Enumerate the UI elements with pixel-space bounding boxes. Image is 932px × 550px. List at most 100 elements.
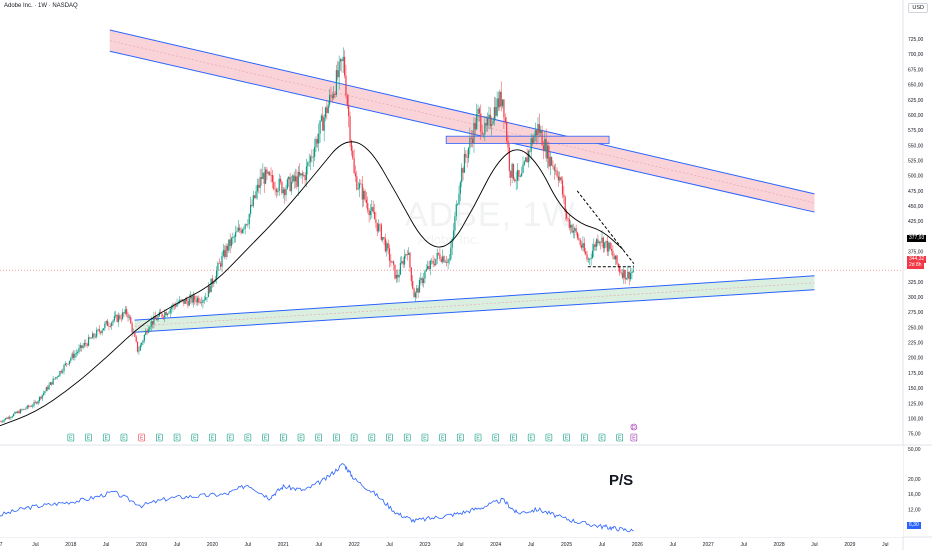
- earnings-badge: [527, 433, 535, 442]
- candle-body: [590, 257, 592, 259]
- candle-body: [623, 269, 625, 278]
- candle-body: [531, 138, 534, 144]
- candle-body: [248, 213, 250, 225]
- candle-body: [322, 115, 324, 131]
- candle-body: [358, 183, 361, 189]
- candle-body: [70, 358, 72, 361]
- candle-body: [23, 408, 26, 410]
- candle-body: [609, 242, 611, 249]
- candle-body: [184, 299, 186, 304]
- candle-body: [409, 252, 411, 268]
- candle-body: [429, 260, 431, 269]
- candle-body: [8, 417, 11, 419]
- candle-body: [135, 336, 137, 342]
- candle-body: [275, 189, 278, 193]
- candle-body: [226, 245, 229, 251]
- candle-body: [580, 244, 583, 248]
- candle-body: [308, 161, 310, 163]
- candle-body: [286, 179, 288, 189]
- candle-body: [349, 116, 351, 141]
- candle-body: [373, 211, 376, 220]
- candle-body: [583, 243, 585, 252]
- earnings-badge: [545, 433, 553, 442]
- candle-body: [570, 224, 572, 228]
- candle-body: [602, 237, 604, 249]
- candle-body: [388, 248, 391, 261]
- candle-body: [258, 184, 260, 188]
- candle-body: [337, 70, 339, 78]
- candle-body: [525, 157, 527, 162]
- time-axis[interactable]: 2017 Jul 2018 Jul 2019 Jul 2020 Jul 2021 Jul 2022 J…: [0, 536, 932, 548]
- x-tick-label: 2026: [632, 542, 643, 548]
- candle-body: [175, 305, 177, 307]
- candle-body: [561, 180, 564, 195]
- candle-body: [7, 417, 9, 419]
- candle-body: [571, 224, 573, 233]
- candle-body: [48, 384, 50, 390]
- ps-last-tag: 6,30: [907, 522, 921, 529]
- candle-body: [247, 224, 249, 225]
- earnings-badge: [138, 433, 145, 442]
- candle-body: [555, 170, 557, 172]
- x-tick-label: Jul: [103, 542, 109, 548]
- candle-body: [215, 270, 218, 280]
- candle-body: [83, 343, 86, 346]
- currency-button[interactable]: USD: [908, 3, 928, 13]
- candle-body: [376, 222, 378, 232]
- x-tick-label: 2019: [136, 542, 147, 548]
- x-tick-label: Jul: [316, 542, 322, 548]
- earnings-label: E: [317, 436, 321, 442]
- candle-body: [484, 123, 486, 135]
- ps-tick-label: 20,00: [908, 477, 921, 483]
- candle-body: [416, 288, 418, 293]
- candle-body: [469, 137, 471, 148]
- candle-body: [538, 123, 540, 133]
- candle-body: [578, 238, 580, 240]
- candle-body: [192, 295, 195, 303]
- candle-body: [523, 161, 525, 165]
- candle-body: [422, 278, 425, 283]
- y-tick-label: 725,00: [908, 37, 924, 43]
- y-tick-label: 375,00: [908, 250, 924, 256]
- candle-body: [67, 363, 69, 365]
- candle-body: [154, 316, 156, 319]
- candle-body: [368, 210, 370, 216]
- candle-body: [176, 303, 178, 307]
- y-tick-label: 575,00: [908, 128, 924, 134]
- candle-body: [439, 254, 441, 260]
- candle-body: [521, 173, 523, 177]
- candle-body: [507, 140, 509, 148]
- candle-body: [224, 250, 226, 257]
- earnings-label: E: [512, 436, 516, 442]
- earnings-marker: E: [510, 433, 517, 442]
- candle-body: [399, 262, 402, 275]
- x-tick-label: 2029: [844, 542, 855, 548]
- candle-body: [546, 145, 549, 159]
- candle-body: [421, 278, 423, 283]
- upper-channel: [109, 29, 815, 213]
- candle-body: [211, 278, 214, 284]
- candle-body: [180, 299, 182, 301]
- plot-area[interactable]: E E E E E E E E E E E E E E E E E E E E E E E E E E E E E E E E ED: [0, 29, 903, 442]
- candle-body: [205, 297, 207, 300]
- candle-body: [217, 263, 219, 271]
- y-tick-label: 675,00: [908, 67, 924, 73]
- candle-body: [293, 175, 295, 182]
- candle-body: [472, 138, 474, 143]
- candle-body: [504, 117, 506, 122]
- price-axis[interactable]: 725,00 700,00 675,00 650,00 625,00 600,00 575,…: [902, 0, 924, 550]
- earnings-label: E: [246, 436, 250, 442]
- candle-body: [433, 263, 436, 265]
- candle-body: [264, 169, 267, 184]
- candle-body: [548, 145, 550, 167]
- candle-body: [384, 238, 387, 252]
- candle-body: [463, 153, 466, 173]
- earnings-marker: E: [85, 433, 92, 442]
- candle-body: [470, 137, 472, 139]
- candle-body: [406, 254, 408, 255]
- earnings-badge: [386, 433, 393, 442]
- candle-body: [448, 259, 451, 260]
- candle-body: [572, 230, 574, 233]
